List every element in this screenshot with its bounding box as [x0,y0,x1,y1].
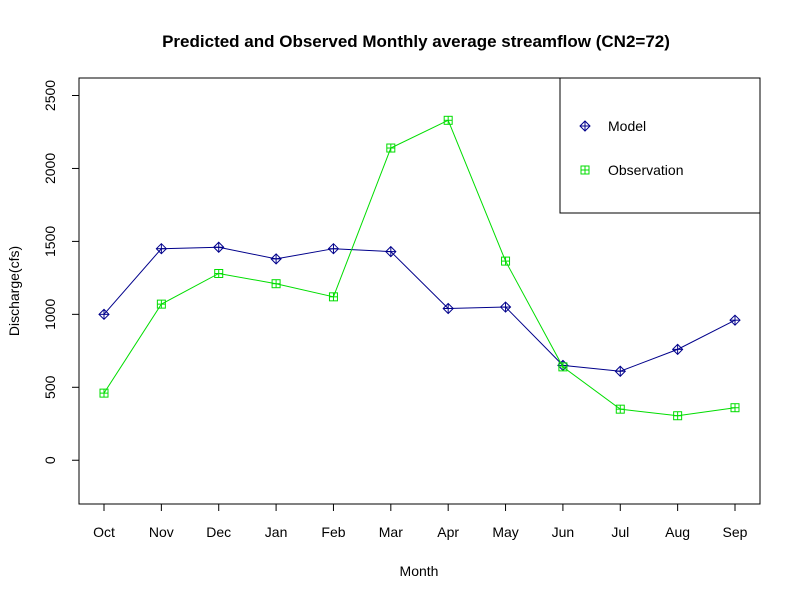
data-point-observation [444,116,452,124]
data-point-observation [272,280,280,288]
x-tick-label: Oct [93,524,115,540]
x-tick-label: Aug [665,524,690,540]
data-point-model [271,254,281,264]
series-model [99,242,740,376]
data-point-observation [502,257,510,265]
data-point-observation [329,293,337,301]
legend-label-observation: Observation [608,162,683,178]
data-point-observation [157,300,165,308]
data-point-observation [616,405,624,413]
legend-label-model: Model [608,118,646,134]
data-point-observation [215,269,223,277]
y-tick-label: 0 [42,456,58,464]
y-axis: 0 500 1000 1500 2000 2500 [42,80,79,464]
data-point-observation [100,389,108,397]
x-tick-label: Apr [437,524,459,540]
x-tick-label: Dec [206,524,231,540]
y-tick-label: 1000 [42,299,58,330]
x-axis-label: Month [400,563,439,579]
y-axis-label: Discharge(cfs) [6,246,22,336]
x-tick-label: Jun [552,524,575,540]
data-point-model [730,315,740,325]
y-tick-label: 500 [42,375,58,399]
y-tick-label: 2000 [42,153,58,184]
data-point-model [673,344,683,354]
legend-box [560,78,760,213]
chart-title: Predicted and Observed Monthly average s… [162,32,670,51]
data-point-model [214,242,224,252]
x-tick-label: Mar [379,524,403,540]
data-point-observation [387,144,395,152]
x-tick-label: Feb [321,524,345,540]
x-tick-label: Sep [723,524,748,540]
legend: Model Observation [560,78,760,213]
x-axis: Oct Nov Dec Jan Feb Mar Apr May Jun Jul Aug Sep [93,504,748,540]
y-tick-label: 2500 [42,80,58,111]
series-line-model [104,247,735,371]
x-tick-label: Jul [611,524,629,540]
x-tick-label: May [492,524,518,540]
y-tick-label: 1500 [42,226,58,257]
x-tick-label: Jan [265,524,288,540]
data-point-observation [674,412,682,420]
data-point-observation [731,404,739,412]
data-point-model [615,366,625,376]
data-point-observation [559,363,567,371]
x-tick-label: Nov [149,524,174,540]
data-point-model [328,244,338,254]
